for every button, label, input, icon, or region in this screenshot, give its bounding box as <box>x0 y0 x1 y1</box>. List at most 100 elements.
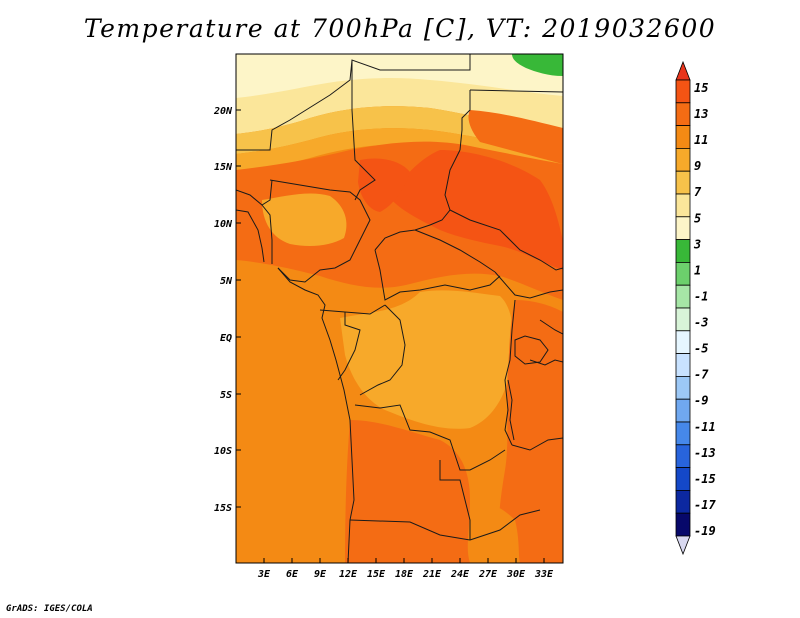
border-drc-south <box>354 404 506 471</box>
lon-tick-label: 3E <box>257 569 271 580</box>
border-gabon-congo <box>337 312 361 381</box>
lon-tick-label: 24E <box>450 569 470 580</box>
border-zambia-south <box>469 509 541 541</box>
border-chad-sudan <box>374 149 461 251</box>
colorbar-top-arrow <box>675 60 691 81</box>
colorbar-segment <box>675 375 691 400</box>
lat-tick-label: 20N <box>213 106 233 117</box>
field-congo <box>340 290 513 429</box>
colorbar-label: -1 <box>694 289 708 303</box>
field-guinea-9 <box>262 193 347 246</box>
border-lake-victoria <box>514 335 549 365</box>
border-sahara-north <box>236 54 471 151</box>
colorbar-label: -3 <box>694 316 708 330</box>
colorbar-label: -13 <box>694 446 716 460</box>
border-egypt-sudan <box>469 89 563 93</box>
border-cameroon-gabon <box>319 304 386 315</box>
colorbar-label: 7 <box>694 185 702 199</box>
colorbar-label: -9 <box>694 394 708 408</box>
field-ne-warm <box>468 110 563 164</box>
colorbar-segment <box>675 512 691 537</box>
colorbar-label: 3 <box>693 237 701 251</box>
border-lake-tanganyika <box>507 379 515 441</box>
border-libya-egypt <box>459 90 471 151</box>
lon-tick-label: 12E <box>339 569 358 580</box>
lat-tick-label: 15N <box>214 162 233 173</box>
lat-tick-label: 10N <box>214 219 233 230</box>
border-angola-zambia <box>439 460 471 540</box>
colorbar-segment <box>675 170 691 195</box>
latitude-axis: 20N 15N 10N 5N EQ 5S 10S 15S <box>213 106 241 514</box>
lon-tick-label: 18E <box>395 569 414 580</box>
border-drc-east <box>504 299 516 446</box>
lon-tick-label: 30E <box>506 569 526 580</box>
colorbar: 15 13 11 9 7 5 3 1 -1 -3 -5 -7 -9 -11 -13 -15 -17 -19 <box>675 60 716 556</box>
temperature-field <box>236 54 563 563</box>
colorbar-label: 1 <box>694 263 701 277</box>
lat-tick-label: 10S <box>214 446 232 457</box>
border-sudan-south <box>449 209 563 271</box>
colorbar-segment <box>675 398 691 423</box>
lat-tick-label: 5N <box>220 276 233 287</box>
lon-tick-label: 9E <box>314 569 327 580</box>
border-nigeria <box>269 179 371 283</box>
map-title: Temperature at 700hPa [C], VT: 201903260… <box>83 14 717 43</box>
border-namibia <box>349 519 471 541</box>
map-frame <box>235 53 564 564</box>
colorbar-label: 9 <box>694 159 701 173</box>
colorbar-label: -17 <box>694 498 716 512</box>
colorbar-label: 11 <box>694 133 708 147</box>
longitude-axis: 3E 6E 9E 12E 15E 18E 21E 24E 27E 30E 33E <box>257 558 554 580</box>
field-west-sahel-hot <box>358 158 410 212</box>
field-atlantic <box>236 268 345 563</box>
colorbar-segment <box>675 102 691 127</box>
colorbar-segment <box>675 330 691 354</box>
field-east-warm <box>498 300 563 563</box>
colorbar-label: -15 <box>694 472 716 486</box>
colorbar-segment <box>675 307 691 332</box>
lat-tick-label: EQ <box>220 333 232 344</box>
colorbar-segment <box>675 79 691 104</box>
colorbar-bottom-arrow <box>675 535 691 556</box>
lon-tick-label: 6E <box>286 569 299 580</box>
border-west-africa-2 <box>236 209 265 263</box>
lon-tick-label: 15E <box>367 569 386 580</box>
colorbar-segment <box>675 147 691 172</box>
colorbar-label: 13 <box>694 107 708 121</box>
colorbar-segment <box>675 239 691 263</box>
grads-credit: GrADS: IGES/COLA <box>6 604 93 614</box>
border-congo-drc <box>359 304 406 396</box>
colorbar-segment <box>675 193 691 218</box>
field-central-hot <box>390 150 563 270</box>
border-car <box>374 249 501 301</box>
field-north-pale-band <box>236 54 563 98</box>
colorbar-label: 5 <box>694 211 701 225</box>
colorbar-segment <box>675 261 691 286</box>
border-east <box>539 319 563 335</box>
border-south-sudan-east <box>494 271 563 299</box>
colorbar-label: 15 <box>694 81 708 95</box>
colorbar-label: -19 <box>694 524 716 538</box>
colorbar-segment <box>675 421 691 446</box>
colorbar-segment <box>675 216 691 241</box>
lat-tick-label: 15S <box>214 503 232 514</box>
country-borders <box>236 54 563 563</box>
colorbar-segment <box>675 125 691 149</box>
field-south-warm <box>345 420 470 563</box>
colorbar-label: -7 <box>694 368 709 382</box>
lon-tick-label: 33E <box>534 569 554 580</box>
colorbar-segment <box>675 489 691 514</box>
lat-tick-label: 5S <box>220 390 232 401</box>
colorbar-label: -11 <box>694 420 716 434</box>
colorbar-segment <box>675 444 691 468</box>
field-green-patch <box>512 54 563 76</box>
lon-tick-label: 21E <box>422 569 442 580</box>
colorbar-segment <box>675 284 691 309</box>
colorbar-segment <box>675 467 691 491</box>
border-east-3 <box>511 437 563 451</box>
border-coastline <box>277 267 355 563</box>
border-niger-chad <box>351 60 376 201</box>
lon-tick-label: 27E <box>478 569 498 580</box>
border-car-north <box>414 229 496 273</box>
